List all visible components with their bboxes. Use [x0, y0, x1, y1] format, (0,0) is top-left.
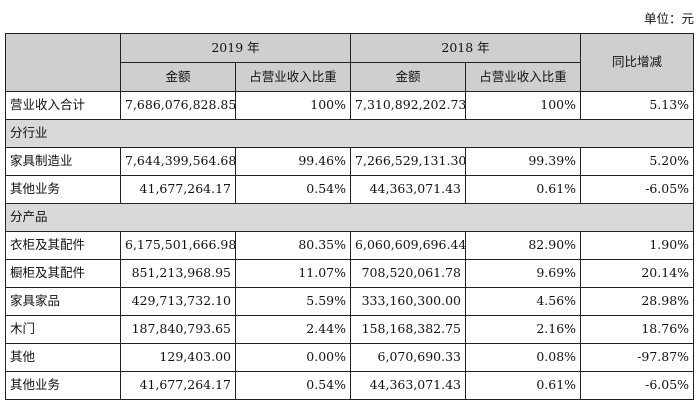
row-label: 橱柜及其配件	[5, 259, 121, 288]
ratio-2018: 0.61%	[465, 371, 582, 400]
amount-2019: 41,677,264.17	[120, 371, 236, 400]
table-body: 2019 年 2018 年 同比增减 金额 占营业收入比重 金额 占营业收入比重…	[4, 33, 695, 400]
table-row: 家具制造业 7,644,399,564.68 99.46% 7,266,529,…	[5, 147, 695, 176]
section-title: 分产品	[4, 203, 695, 232]
row-label: 木门	[5, 315, 121, 344]
ratio-2019: 0.00%	[234, 343, 352, 372]
header-ratio-2019: 占营业收入比重	[234, 62, 352, 92]
amount-2018: 6,070,690.33	[350, 343, 467, 372]
header-amount-2018: 金额	[350, 62, 467, 92]
ratio-2018: 2.16%	[465, 315, 582, 344]
yoy-change: -6.05%	[580, 175, 695, 204]
amount-2018: 708,520,061.78	[350, 259, 467, 288]
ratio-2019: 0.54%	[234, 371, 352, 400]
amount-2019: 851,213,968.95	[120, 259, 236, 288]
table-row: 橱柜及其配件 851,213,968.95 11.07% 708,520,061…	[5, 259, 695, 288]
row-label: 其他	[5, 343, 121, 372]
section-title: 分行业	[4, 119, 695, 148]
yoy-change: -6.05%	[580, 371, 695, 400]
total-ratio-2018: 100%	[465, 91, 582, 120]
header-yoy: 同比增减	[580, 33, 695, 92]
amount-2019: 187,840,793.65	[120, 315, 236, 344]
header-year-2019: 2019 年	[119, 33, 352, 63]
table-row: 其他业务 41,677,264.17 0.54% 44,363,071.43 0…	[5, 371, 695, 400]
ratio-2018: 4.56%	[465, 287, 582, 316]
table-row: 衣柜及其配件 6,175,501,666.98 80.35% 6,060,609…	[5, 231, 695, 260]
total-row: 营业收入合计 7,686,076,828.85 100% 7,310,892,2…	[5, 91, 695, 120]
amount-2018: 333,160,300.00	[350, 287, 467, 316]
amount-2018: 44,363,071.43	[350, 175, 467, 204]
total-amount-2019: 7,686,076,828.85	[120, 91, 236, 120]
yoy-change: 20.14%	[580, 259, 695, 288]
row-label: 家具家品	[5, 287, 121, 316]
header-amount-2019: 金额	[120, 62, 236, 92]
row-label: 其他业务	[5, 371, 121, 400]
section-row-product: 分产品	[4, 203, 695, 232]
unit-label: 单位：元	[643, 11, 694, 26]
amount-2018: 44,363,071.43	[350, 371, 467, 400]
ratio-2018: 0.08%	[465, 343, 582, 372]
ratio-2019: 99.46%	[234, 147, 352, 176]
ratio-2018: 82.90%	[465, 231, 582, 260]
total-ratio-2019: 100%	[234, 91, 352, 120]
ratio-2018: 9.69%	[465, 259, 582, 288]
amount-2019: 41,677,264.17	[120, 175, 236, 204]
header-year-2018: 2018 年	[350, 33, 582, 63]
yoy-change: -97.87%	[580, 343, 695, 372]
section-row-industry: 分行业	[4, 119, 695, 148]
table-row: 木门 187,840,793.65 2.44% 158,168,382.75 2…	[5, 315, 695, 344]
header-row-years: 2019 年 2018 年 同比增减	[5, 33, 695, 92]
row-label: 衣柜及其配件	[5, 231, 121, 260]
header-row-columns: 金额 占营业收入比重 金额 占营业收入比重	[6, 62, 694, 92]
revenue-table: 2019 年 2018 年 同比增减 金额 占营业收入比重 金额 占营业收入比重…	[4, 33, 695, 400]
yoy-change: 5.20%	[580, 147, 695, 176]
amount-2018: 6,060,609,696.44	[350, 231, 467, 260]
header-ratio-2018: 占营业收入比重	[465, 62, 582, 92]
table-row: 其他业务 41,677,264.17 0.54% 44,363,071.43 0…	[5, 175, 695, 204]
ratio-2019: 2.44%	[234, 315, 352, 344]
row-label: 家具制造业	[5, 147, 121, 176]
ratio-2018: 0.61%	[465, 175, 582, 204]
row-label: 其他业务	[5, 175, 121, 204]
header-corner-cell	[5, 33, 121, 92]
total-label: 营业收入合计	[5, 91, 121, 120]
amount-2019: 429,713,732.10	[120, 287, 236, 316]
ratio-2019: 80.35%	[234, 231, 352, 260]
ratio-2018: 99.39%	[465, 147, 582, 176]
table-row: 家具家品 429,713,732.10 5.59% 333,160,300.00…	[5, 287, 695, 316]
ratio-2019: 5.59%	[234, 287, 352, 316]
amount-2019: 6,175,501,666.98	[120, 231, 236, 260]
amount-2018: 7,266,529,131.30	[350, 147, 467, 176]
yoy-change: 1.90%	[580, 231, 695, 260]
amount-2019: 129,403.00	[120, 343, 236, 372]
ratio-2019: 11.07%	[234, 259, 352, 288]
total-amount-2018: 7,310,892,202.73	[350, 91, 467, 120]
ratio-2019: 0.54%	[234, 175, 352, 204]
table-row: 其他 129,403.00 0.00% 6,070,690.33 0.08% -…	[5, 343, 695, 372]
amount-2018: 158,168,382.75	[350, 315, 467, 344]
amount-2019: 7,644,399,564.68	[120, 147, 236, 176]
yoy-change: 28.98%	[580, 287, 695, 316]
total-yoy: 5.13%	[580, 91, 695, 120]
yoy-change: 18.76%	[580, 315, 695, 344]
